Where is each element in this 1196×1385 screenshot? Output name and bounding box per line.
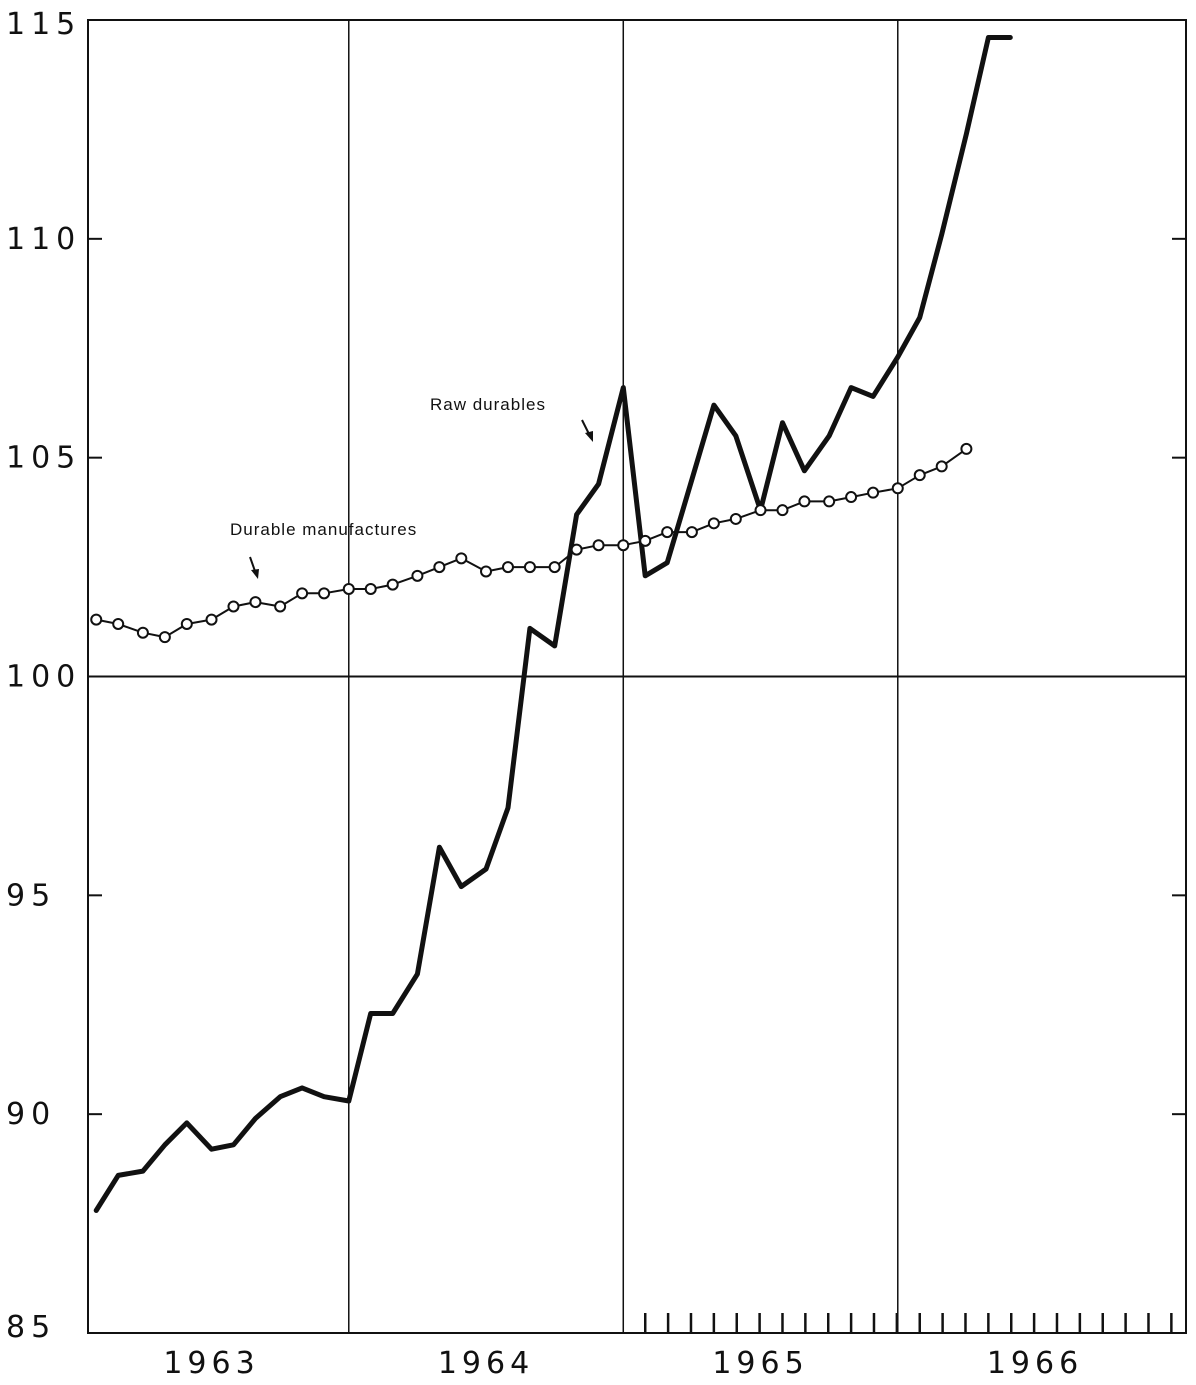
y-axis-right — [1172, 237, 1186, 1116]
data-point-durable-manufactures — [342, 582, 355, 595]
data-point-durable-manufactures — [823, 495, 836, 508]
data-point-durable-manufactures — [296, 587, 309, 600]
grid-lines — [88, 20, 1186, 1333]
data-point-durable-manufactures — [617, 539, 630, 552]
data-point-durable-manufactures — [913, 469, 926, 482]
data-point-durable-manufactures — [685, 526, 698, 539]
x-tick-label: 1964 — [438, 1346, 534, 1381]
data-point-durable-manufactures — [960, 442, 973, 455]
annotation-raw-durables: Raw durables — [430, 395, 546, 414]
series-line-durable-manufactures — [96, 448, 967, 639]
data-point-durable-manufactures — [935, 460, 948, 473]
data-point-durable-manufactures — [318, 587, 331, 600]
data-point-durable-manufactures — [548, 561, 561, 574]
data-point-durable-manufactures — [707, 517, 720, 530]
data-point-durable-manufactures — [891, 482, 904, 495]
arrow-icon — [249, 556, 259, 579]
y-tick-label: 95 — [6, 878, 56, 913]
data-point-durable-manufactures — [249, 596, 262, 609]
data-point-durable-manufactures — [364, 582, 377, 595]
data-point-durable-manufactures — [158, 631, 171, 644]
x-tick-label: 1965 — [712, 1346, 808, 1381]
y-tick-label: 105 — [6, 441, 81, 476]
data-point-durable-manufactures — [798, 495, 811, 508]
data-point-durable-manufactures — [455, 552, 468, 565]
data-point-durable-manufactures — [639, 534, 652, 547]
data-point-durable-manufactures — [501, 561, 514, 574]
data-point-durable-manufactures — [845, 491, 858, 504]
series-layer — [90, 35, 1013, 1213]
y-tick-label: 110 — [6, 222, 81, 257]
data-point-durable-manufactures — [386, 578, 399, 591]
data-point-durable-manufactures — [592, 539, 605, 552]
data-point-durable-manufactures — [205, 613, 218, 626]
data-point-durable-manufactures — [180, 617, 193, 630]
data-point-durable-manufactures — [754, 504, 767, 517]
annotation-durable-manufactures: Durable manufactures — [230, 520, 417, 539]
series-line-raw-durables — [93, 35, 1013, 1213]
y-tick-label: 90 — [6, 1097, 56, 1132]
data-point-durable-manufactures — [523, 561, 536, 574]
y-tick-label: 85 — [6, 1310, 56, 1345]
x-axis: 1963 1964 1965 1966 — [163, 1346, 1083, 1381]
data-point-durable-manufactures — [776, 504, 789, 517]
data-point-durable-manufactures — [90, 613, 103, 626]
y-tick-label: 100 — [6, 660, 81, 695]
arrow-icon — [581, 419, 593, 442]
data-point-durable-manufactures — [112, 617, 125, 630]
x-tick-label: 1966 — [987, 1346, 1083, 1381]
y-axis-left: 115 110 105 100 95 90 85 — [6, 7, 102, 1345]
data-point-durable-manufactures — [661, 526, 674, 539]
annotations: Raw durables Durable manufactures — [230, 395, 593, 579]
data-point-durable-manufactures — [570, 543, 583, 556]
data-point-durable-manufactures — [136, 626, 149, 639]
data-point-durable-manufactures — [227, 600, 240, 613]
x-tick-label: 1963 — [163, 1346, 259, 1381]
data-point-durable-manufactures — [729, 512, 742, 525]
data-point-durable-manufactures — [480, 565, 493, 578]
y-tick-label: 115 — [6, 7, 81, 42]
month-tick-marks — [643, 1313, 1173, 1333]
data-point-durable-manufactures — [867, 486, 880, 499]
data-point-durable-manufactures — [433, 561, 446, 574]
data-point-durable-manufactures — [274, 600, 287, 613]
data-point-durable-manufactures — [411, 569, 424, 582]
